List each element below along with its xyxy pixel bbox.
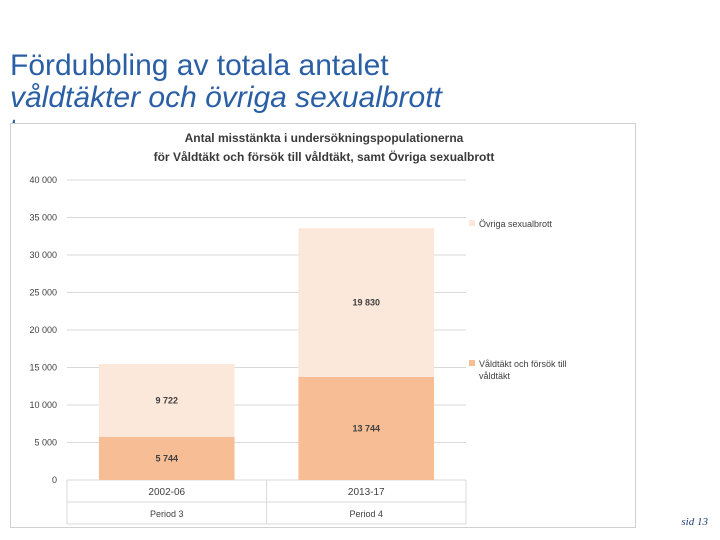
x-tick-label: 2002-06 <box>148 487 185 498</box>
bar-segment <box>98 436 235 480</box>
y-tick-label: 0 <box>52 475 57 485</box>
data-label: 9 722 <box>155 395 178 405</box>
legend-label: Övriga sexualbrott <box>479 219 553 229</box>
legend-label: Våldtäkt och försök till <box>479 359 567 369</box>
legend-label: våldtäkt <box>479 371 511 381</box>
y-tick-label: 35 000 <box>29 213 57 223</box>
axes: 0 5 000 10 000 15 000 20 000 25 000 30 000 35 0… <box>29 175 385 519</box>
y-tick-label: 15 000 <box>29 363 57 373</box>
chart-title-line2: för Våldtäkt och försök till våldtäkt, s… <box>154 149 495 164</box>
bar-segment <box>298 376 435 480</box>
y-tick-label: 5 000 <box>34 438 57 448</box>
y-tick-label: 10 000 <box>29 400 57 410</box>
chart-title-line1: Antal misstänkta i undersökningspopulati… <box>185 131 464 145</box>
legend-swatch <box>469 360 475 366</box>
legend-swatch <box>469 220 475 226</box>
x-tick-label: 2013-17 <box>348 487 385 498</box>
bars: 5 744 9 722 13 744 19 830 <box>98 228 435 480</box>
y-tick-label: 40 000 <box>29 175 57 185</box>
y-tick-label: 25 000 <box>29 288 57 298</box>
bar-segment <box>298 228 435 377</box>
x-group-label: Period 3 <box>150 509 184 519</box>
page-number: sid 13 <box>681 516 708 528</box>
x-group-label: Period 4 <box>349 509 383 519</box>
slide-title-line1: Fördubbling av totala antalet <box>10 49 389 82</box>
bar-segment <box>98 364 235 437</box>
y-tick-label: 30 000 <box>29 250 57 260</box>
data-label: 13 744 <box>352 423 380 433</box>
slide-title: Fördubbling av totala antalet våldtäkter… <box>10 50 630 146</box>
slide-title-line2: våldtäkter och övriga sexualbrott <box>10 81 442 114</box>
y-tick-label: 20 000 <box>29 325 57 335</box>
data-label: 19 830 <box>352 298 380 308</box>
chart-panel: Antal misstänkta i undersökningspopulati… <box>10 123 636 528</box>
data-label: 5 744 <box>155 453 178 463</box>
legend: Övriga sexualbrott Våldtäkt och försök ti… <box>469 219 567 381</box>
stacked-bar-chart: Antal misstänkta i undersökningspopulati… <box>29 131 567 525</box>
